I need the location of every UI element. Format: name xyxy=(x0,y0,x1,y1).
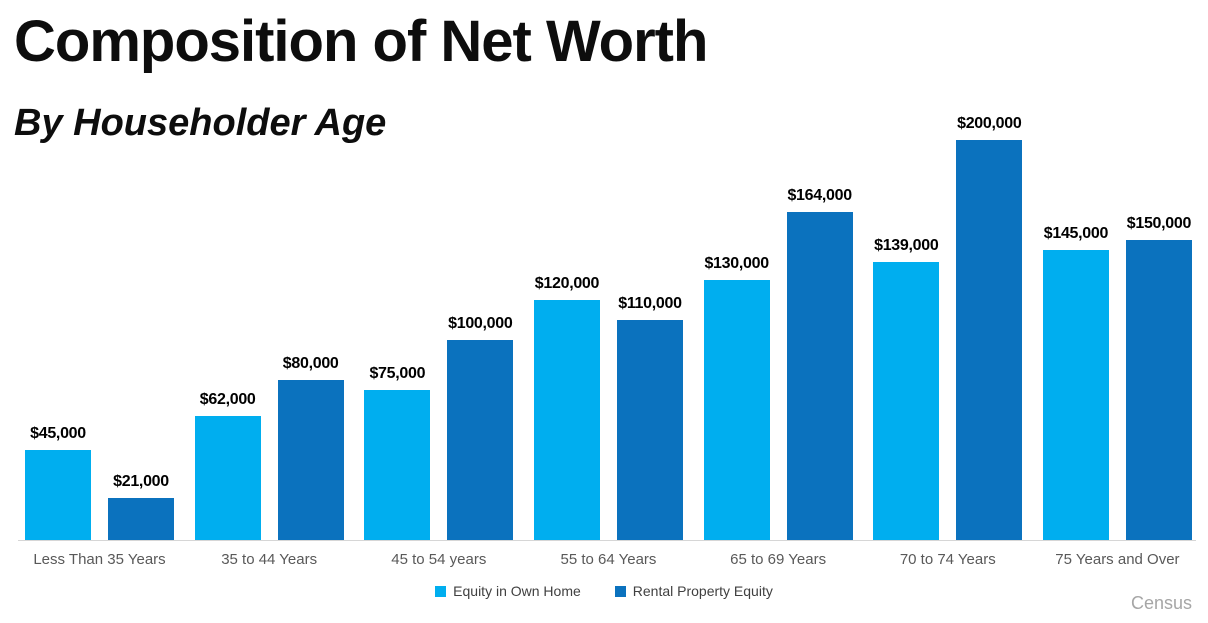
own-home-swatch-icon xyxy=(435,585,447,597)
bar-cell: $21,000 xyxy=(108,473,174,540)
bar-own-home-6 xyxy=(873,262,940,540)
chart-title: Composition of Net Worth xyxy=(14,9,708,74)
bar-rental-1 xyxy=(108,498,174,540)
bar-value-label: $150,000 xyxy=(1126,215,1192,232)
bar-rental-4 xyxy=(616,320,683,540)
bar-cell: $150,000 xyxy=(1125,215,1192,540)
bar-own-home-3 xyxy=(364,390,431,540)
bar-value-label: $62,000 xyxy=(199,391,256,408)
bar-value-label: $120,000 xyxy=(534,275,600,292)
bar-cell: $110,000 xyxy=(616,295,683,540)
bar-cell: $200,000 xyxy=(956,115,1023,540)
bar-cell: $130,000 xyxy=(703,255,770,540)
bar-cell: $62,000 xyxy=(194,391,261,540)
bar-value-label: $21,000 xyxy=(113,473,169,490)
bar-value-label: $80,000 xyxy=(282,355,339,372)
bar-rental-5 xyxy=(786,212,853,540)
bar-value-label: $200,000 xyxy=(957,115,1022,132)
category-label: 55 to 64 Years xyxy=(560,551,657,568)
bar-value-label: $139,000 xyxy=(874,237,939,254)
bar-own-home-2 xyxy=(194,416,261,540)
bar-cell: $100,000 xyxy=(447,315,514,540)
legend-item-rental: Rental Property Equity xyxy=(614,583,773,599)
chart-legend: Equity in Own Home Rental Property Equit… xyxy=(0,583,1208,599)
category-label: 35 to 44 Years xyxy=(221,551,318,568)
plot-area: $45,000 $21,000 $62,000 $80,000 $75,000 $100,… xyxy=(25,115,1192,540)
bar-value-label: $130,000 xyxy=(704,255,769,272)
bar-value-label: $164,000 xyxy=(787,187,852,204)
bar-own-home-4 xyxy=(533,300,600,540)
bar-own-home-5 xyxy=(703,280,770,540)
bar-group: $130,000 $164,000 xyxy=(703,187,853,540)
bar-cell: $139,000 xyxy=(873,237,940,540)
bar-rental-7 xyxy=(1125,240,1192,540)
bar-rental-6 xyxy=(956,140,1023,540)
category-label: 65 to 69 Years xyxy=(730,551,827,568)
chart-subtitle: By Householder Age xyxy=(14,102,387,144)
bar-group: $75,000 $100,000 xyxy=(364,315,514,540)
category-label: 75 Years and Over xyxy=(1055,551,1180,568)
category-label: Less Than 35 Years xyxy=(33,551,166,568)
bar-value-label: $145,000 xyxy=(1043,225,1109,242)
bar-cell: $75,000 xyxy=(364,365,431,540)
bar-own-home-7 xyxy=(1042,250,1109,540)
x-axis-line xyxy=(18,540,1196,541)
bar-cell: $164,000 xyxy=(786,187,853,540)
source-credit: Census xyxy=(1130,593,1192,613)
category-label: 70 to 74 Years xyxy=(899,551,996,568)
bar-group: $139,000 $200,000 xyxy=(873,115,1023,540)
rental-swatch-icon xyxy=(614,585,626,597)
bar-group: $145,000 $150,000 xyxy=(1042,215,1192,540)
bar-cell: $145,000 xyxy=(1042,225,1109,540)
bar-value-label: $45,000 xyxy=(30,425,86,442)
bar-cell: $45,000 xyxy=(25,425,91,540)
bar-cell: $120,000 xyxy=(533,275,600,540)
legend-label-rental: Rental Property Equity xyxy=(632,583,773,599)
bar-value-label: $100,000 xyxy=(448,315,513,332)
category-label: 45 to 54 years xyxy=(391,551,487,568)
bar-group: $120,000 $110,000 xyxy=(533,275,683,540)
category-axis: Less Than 35 Years 35 to 44 Years 45 to 54… xyxy=(25,551,1192,568)
bar-value-label: $110,000 xyxy=(618,295,682,312)
legend-label-own-home: Equity in Own Home xyxy=(453,583,581,599)
bar-cell: $80,000 xyxy=(277,355,344,540)
bar-rental-3 xyxy=(447,340,514,540)
bar-rental-2 xyxy=(277,380,344,540)
bar-value-label: $75,000 xyxy=(369,365,426,382)
bar-group: $45,000 $21,000 xyxy=(25,425,174,540)
legend-item-own-home: Equity in Own Home xyxy=(435,583,581,599)
bar-group: $62,000 $80,000 xyxy=(194,355,344,540)
bar-own-home-1 xyxy=(25,450,91,540)
